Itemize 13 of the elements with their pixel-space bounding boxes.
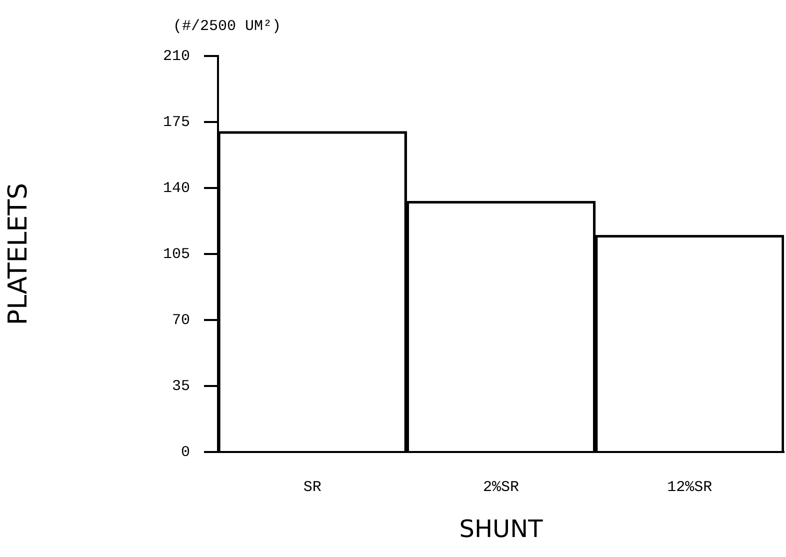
y-tick-label: 105 xyxy=(162,246,190,263)
text: (#/2500 UM²) xyxy=(173,18,282,35)
x-tick-label: 12%SR xyxy=(667,478,712,496)
x-tick-label: SR xyxy=(303,478,322,496)
y-tick-label: 0 xyxy=(180,444,190,461)
x-tick-label: 2%SR xyxy=(482,478,520,496)
y-tick-label: 140 xyxy=(162,180,190,197)
y-tick-label: 35 xyxy=(172,378,190,395)
y-tick-label: 210 xyxy=(162,48,190,65)
y-tick-label: 70 xyxy=(172,312,190,329)
y-axis-title: PLATELETS xyxy=(3,182,34,326)
y-tick-label: 175 xyxy=(162,114,190,131)
x-axis-title: SHUNT xyxy=(459,514,544,543)
